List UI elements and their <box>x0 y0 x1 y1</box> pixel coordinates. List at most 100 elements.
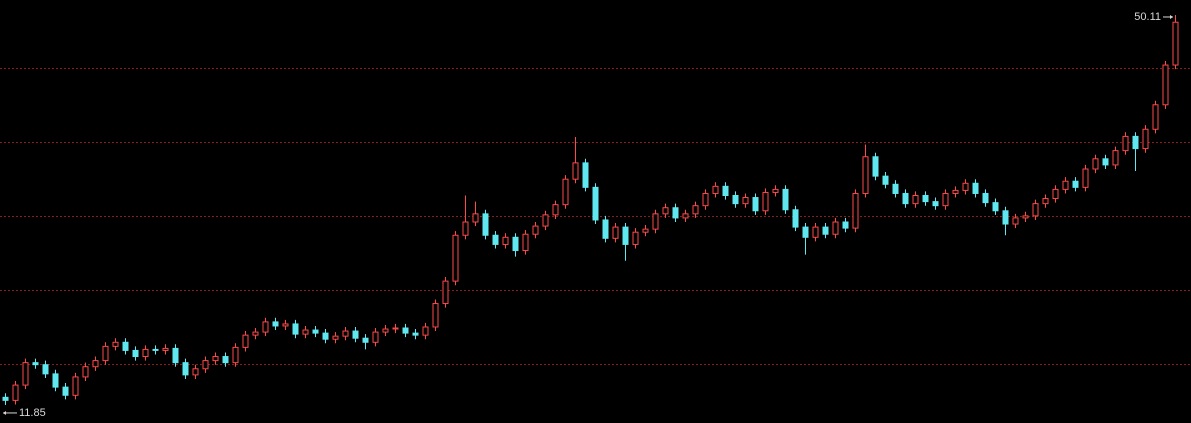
candle-body <box>672 207 679 219</box>
candle-body <box>822 226 829 235</box>
candle-body <box>932 201 939 207</box>
candle-body <box>1132 135 1139 150</box>
candle-body <box>892 183 899 194</box>
candle-body <box>1122 135 1129 152</box>
candle-body <box>162 347 169 351</box>
candle-body <box>1112 150 1119 166</box>
candle-body <box>292 323 299 335</box>
candle-body <box>1082 168 1089 188</box>
candle-body <box>722 185 729 196</box>
low-arrow-head <box>3 410 6 415</box>
candle-body <box>772 188 779 193</box>
candle-body <box>942 192 949 207</box>
candle-body <box>642 228 649 233</box>
candle-body <box>452 234 459 282</box>
candle-body <box>92 360 99 368</box>
candle-body <box>392 327 399 330</box>
candle-body <box>692 205 699 215</box>
candle-body <box>372 331 379 343</box>
candle-body <box>862 156 869 194</box>
candle-body <box>912 194 919 205</box>
candle-body <box>612 226 619 239</box>
candle-body <box>652 213 659 230</box>
candle-body <box>962 182 969 191</box>
candle-body <box>662 207 669 215</box>
candle-body <box>712 185 719 194</box>
candle-body <box>212 356 219 362</box>
candle-body <box>992 202 999 212</box>
candle-body <box>532 225 539 235</box>
candle-body <box>202 360 209 370</box>
candle-body <box>1152 104 1159 130</box>
candle-body <box>382 328 389 333</box>
candle-body <box>352 330 359 339</box>
candle-body <box>252 331 259 336</box>
candle-body <box>1042 198 1049 205</box>
candle-body <box>922 194 929 203</box>
candle-body <box>1012 217 1019 225</box>
candle-body <box>1102 158 1109 166</box>
candle-body <box>102 345 109 362</box>
candle-body <box>872 156 879 177</box>
candle-body <box>792 209 799 228</box>
candle-body <box>402 327 409 334</box>
candle-body <box>232 346 239 364</box>
candle-body <box>752 197 759 212</box>
candle-body <box>462 221 469 236</box>
candle-body <box>342 330 349 337</box>
candle-body <box>742 197 749 205</box>
candle-body <box>182 362 189 376</box>
candle-body <box>502 236 509 245</box>
candle-body <box>322 332 329 340</box>
candle-body <box>552 204 559 216</box>
candle-body <box>952 189 959 194</box>
candle-body <box>1002 210 1009 225</box>
candle-body <box>482 213 489 236</box>
candle-body <box>1172 21 1179 66</box>
candle-body <box>542 214 549 227</box>
candle-body <box>762 191 769 212</box>
candle-body <box>32 362 39 366</box>
candle-body <box>22 362 29 386</box>
candle-body <box>42 364 49 375</box>
candle-body <box>592 186 599 221</box>
high-arrow-head <box>1170 14 1173 19</box>
candle-body <box>1072 180 1079 188</box>
candle-body <box>602 219 609 239</box>
candle-body <box>522 233 529 252</box>
candle-body <box>732 194 739 205</box>
candle-body <box>112 341 119 347</box>
candle-body <box>1052 188 1059 200</box>
candle-body <box>1062 180 1069 190</box>
candle-body <box>72 376 79 396</box>
candle-body <box>282 323 289 327</box>
candle-body <box>1142 128 1149 150</box>
candle-body <box>572 162 579 180</box>
candle-body <box>1092 158 1099 170</box>
candle-body <box>492 234 499 245</box>
candle-body <box>82 366 89 378</box>
candle-body <box>812 226 819 238</box>
candle-body <box>832 221 839 235</box>
candle-body <box>172 347 179 364</box>
candle-body <box>882 175 889 185</box>
candle-body <box>782 188 789 211</box>
candle-body <box>852 192 859 229</box>
candle-body <box>1032 203 1039 217</box>
candle-body <box>472 213 479 223</box>
candle-body <box>412 332 419 336</box>
candle-body <box>2 396 9 401</box>
candle-body <box>682 213 689 219</box>
candle-body <box>512 236 519 252</box>
candle-body <box>122 341 129 351</box>
candle-body <box>582 162 589 188</box>
candle-body <box>332 335 339 340</box>
candle-body <box>222 356 229 364</box>
candle-body <box>902 192 909 205</box>
candle-body <box>982 192 989 204</box>
candle-body <box>242 334 249 348</box>
candle-body <box>842 221 849 229</box>
candle-body <box>142 348 149 358</box>
candle-body <box>272 321 279 327</box>
